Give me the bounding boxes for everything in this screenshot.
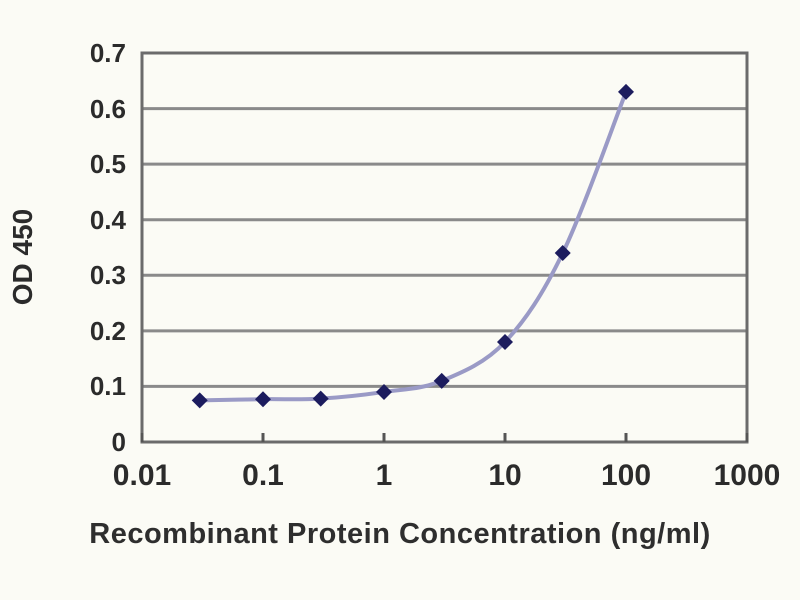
- data-point-marker: [191, 392, 208, 409]
- y-tick-label: 0.2: [89, 315, 126, 346]
- axis-box: [140, 51, 749, 444]
- x-tick-label: 10: [488, 459, 522, 492]
- y-tick-label: 0.3: [89, 260, 126, 291]
- y-tick-label: 0.5: [89, 149, 126, 180]
- x-tick-label: 1: [375, 459, 393, 492]
- data-point-marker: [376, 383, 392, 400]
- data-point-marker: [497, 333, 513, 350]
- data-point-marker: [255, 391, 271, 408]
- data-point-marker: [618, 83, 634, 100]
- x-tick-label: 100: [600, 459, 652, 492]
- y-tick-label: 0.6: [89, 93, 126, 124]
- y-tick-label: 0.1: [89, 371, 126, 402]
- data-point-marker: [554, 245, 571, 262]
- data-point-marker: [312, 390, 329, 407]
- x-tick-label: 0.1: [242, 459, 284, 492]
- y-axis-title: OD 450: [7, 208, 38, 306]
- y-tick-label: 0: [111, 427, 126, 457]
- x-axis-title: Recombinant Protein Concentration (ng/ml…: [89, 518, 711, 550]
- y-tick-label: 0.7: [89, 38, 126, 68]
- x-tick-label: 0.01: [112, 459, 172, 492]
- x-tick-label: 1000: [713, 459, 781, 492]
- data-point-marker: [433, 372, 450, 389]
- y-tick-label: 0.4: [89, 204, 126, 235]
